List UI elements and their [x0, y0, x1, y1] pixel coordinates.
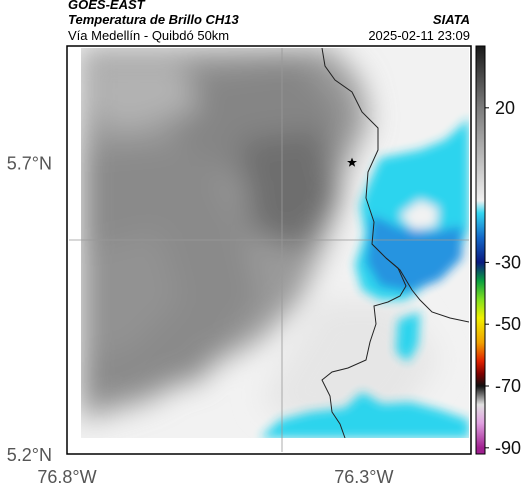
colorbar-tick-label: -90 [495, 438, 521, 458]
colorbar-tick-label: -30 [495, 252, 521, 272]
product-title: Temperatura de Brillo CH13 [68, 12, 239, 27]
x-tick-label: 76.3°W [334, 467, 393, 487]
colorbar-tick-label: -70 [495, 376, 521, 396]
department-boundaries [321, 48, 469, 438]
location-star-icon [347, 157, 357, 167]
y-tick-label: 5.7°N [7, 154, 52, 174]
y-tick-label: 5.2°N [7, 445, 52, 465]
colorbar-tick-label: 20 [495, 98, 515, 118]
brightness-field [81, 48, 469, 438]
timestamp-label: 2025-02-11 23:09 [368, 28, 470, 43]
satellite-name: GOES-EAST [68, 0, 145, 12]
organization-label: SIATA [432, 12, 470, 27]
colorbar [475, 45, 486, 455]
route-subtitle: Vía Medellín - Quibdó 50km [68, 28, 230, 43]
colorbar-ticks: 20 -30 -50 -70 -90 [485, 98, 521, 458]
colorbar-tick-label: -50 [495, 314, 521, 334]
x-tick-label: 76.8°W [37, 467, 96, 487]
